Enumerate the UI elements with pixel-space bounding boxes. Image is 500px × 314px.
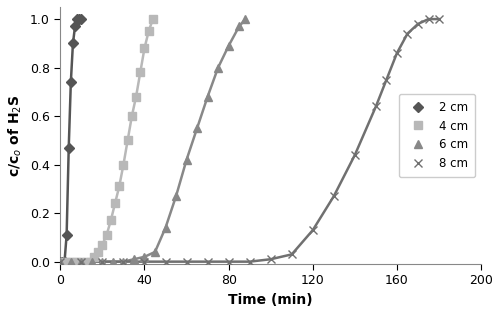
- Line: 6 cm: 6 cm: [56, 15, 250, 266]
- 6 cm: [226, 44, 232, 48]
- 8 cm: [373, 105, 379, 108]
- 8 cm: [426, 17, 432, 21]
- 4 cm: [95, 250, 101, 254]
- 4 cm: [104, 233, 110, 237]
- 4 cm: [87, 260, 93, 263]
- 8 cm: [58, 260, 64, 263]
- 4 cm: [124, 138, 130, 142]
- 8 cm: [394, 51, 400, 55]
- 8 cm: [384, 78, 390, 82]
- 6 cm: [58, 260, 64, 263]
- 4 cm: [62, 260, 68, 263]
- Y-axis label: c/c$_o$ of H$_2$S: c/c$_o$ of H$_2$S: [7, 94, 24, 177]
- 6 cm: [100, 260, 105, 263]
- 8 cm: [331, 194, 337, 198]
- 4 cm: [74, 260, 80, 263]
- 4 cm: [70, 260, 76, 263]
- 2 cm: [60, 260, 66, 263]
- 2 cm: [74, 17, 80, 21]
- 8 cm: [310, 228, 316, 232]
- 6 cm: [184, 158, 190, 162]
- 8 cm: [162, 260, 168, 263]
- 4 cm: [120, 163, 126, 166]
- 4 cm: [91, 255, 97, 259]
- 8 cm: [204, 260, 210, 263]
- 6 cm: [131, 257, 137, 261]
- 6 cm: [68, 260, 74, 263]
- 6 cm: [194, 126, 200, 130]
- 8 cm: [78, 260, 84, 263]
- 6 cm: [204, 95, 210, 99]
- 2 cm: [64, 233, 70, 237]
- 4 cm: [150, 17, 156, 21]
- 6 cm: [236, 24, 242, 28]
- 8 cm: [100, 260, 105, 263]
- 8 cm: [404, 32, 410, 35]
- 4 cm: [78, 260, 84, 263]
- 8 cm: [184, 260, 190, 263]
- 8 cm: [352, 153, 358, 157]
- 6 cm: [110, 260, 116, 263]
- Line: 8 cm: 8 cm: [56, 15, 443, 266]
- 8 cm: [415, 22, 421, 26]
- 2 cm: [72, 24, 78, 28]
- 8 cm: [246, 260, 252, 263]
- 2 cm: [62, 260, 68, 263]
- 2 cm: [58, 260, 64, 263]
- 4 cm: [129, 114, 135, 118]
- 4 cm: [58, 260, 64, 263]
- 8 cm: [142, 260, 148, 263]
- 4 cm: [133, 95, 139, 99]
- 6 cm: [89, 260, 95, 263]
- 6 cm: [173, 194, 179, 198]
- 6 cm: [242, 17, 248, 21]
- 4 cm: [138, 71, 143, 74]
- 4 cm: [142, 46, 148, 50]
- 4 cm: [112, 202, 118, 205]
- 6 cm: [215, 66, 221, 69]
- 2 cm: [78, 17, 84, 21]
- 2 cm: [70, 41, 76, 45]
- Line: 4 cm: 4 cm: [56, 15, 157, 266]
- X-axis label: Time (min): Time (min): [228, 293, 313, 307]
- 8 cm: [226, 260, 232, 263]
- 4 cm: [66, 260, 71, 263]
- 8 cm: [436, 17, 442, 21]
- 6 cm: [142, 255, 148, 259]
- 4 cm: [108, 219, 114, 222]
- 8 cm: [268, 257, 274, 261]
- 4 cm: [116, 185, 122, 188]
- 4 cm: [82, 260, 88, 263]
- 6 cm: [162, 226, 168, 230]
- 2 cm: [76, 17, 82, 21]
- 6 cm: [120, 260, 126, 263]
- 4 cm: [146, 29, 152, 33]
- 8 cm: [120, 260, 126, 263]
- 6 cm: [78, 260, 84, 263]
- 2 cm: [66, 146, 71, 149]
- 8 cm: [289, 252, 295, 256]
- 2 cm: [68, 80, 74, 84]
- 4 cm: [100, 243, 105, 246]
- Legend: 2 cm, 4 cm, 6 cm, 8 cm: 2 cm, 4 cm, 6 cm, 8 cm: [399, 94, 475, 177]
- 6 cm: [152, 250, 158, 254]
- Line: 2 cm: 2 cm: [57, 16, 85, 265]
